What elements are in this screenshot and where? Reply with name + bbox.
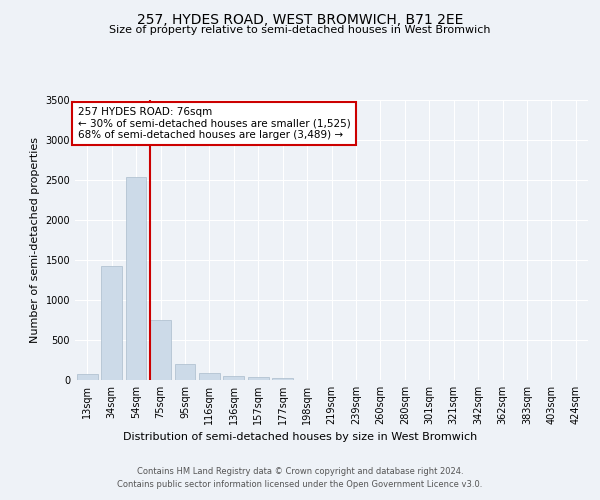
Text: 257, HYDES ROAD, WEST BROMWICH, B71 2EE: 257, HYDES ROAD, WEST BROMWICH, B71 2EE [137, 12, 463, 26]
Y-axis label: Number of semi-detached properties: Number of semi-detached properties [30, 137, 40, 343]
Bar [101, 266, 122, 380]
Text: Distribution of semi-detached houses by size in West Bromwich: Distribution of semi-detached houses by … [123, 432, 477, 442]
Bar [150, 320, 171, 380]
Text: Contains HM Land Registry data © Crown copyright and database right 2024.: Contains HM Land Registry data © Crown c… [137, 468, 463, 476]
Bar [77, 374, 98, 380]
Bar [125, 177, 146, 380]
Bar [248, 377, 269, 380]
Bar [272, 378, 293, 380]
Bar [199, 373, 220, 380]
Text: 257 HYDES ROAD: 76sqm
← 30% of semi-detached houses are smaller (1,525)
68% of s: 257 HYDES ROAD: 76sqm ← 30% of semi-deta… [77, 107, 350, 140]
Text: Size of property relative to semi-detached houses in West Bromwich: Size of property relative to semi-detach… [109, 25, 491, 35]
Bar [175, 364, 196, 380]
Text: Contains public sector information licensed under the Open Government Licence v3: Contains public sector information licen… [118, 480, 482, 489]
Bar [223, 376, 244, 380]
